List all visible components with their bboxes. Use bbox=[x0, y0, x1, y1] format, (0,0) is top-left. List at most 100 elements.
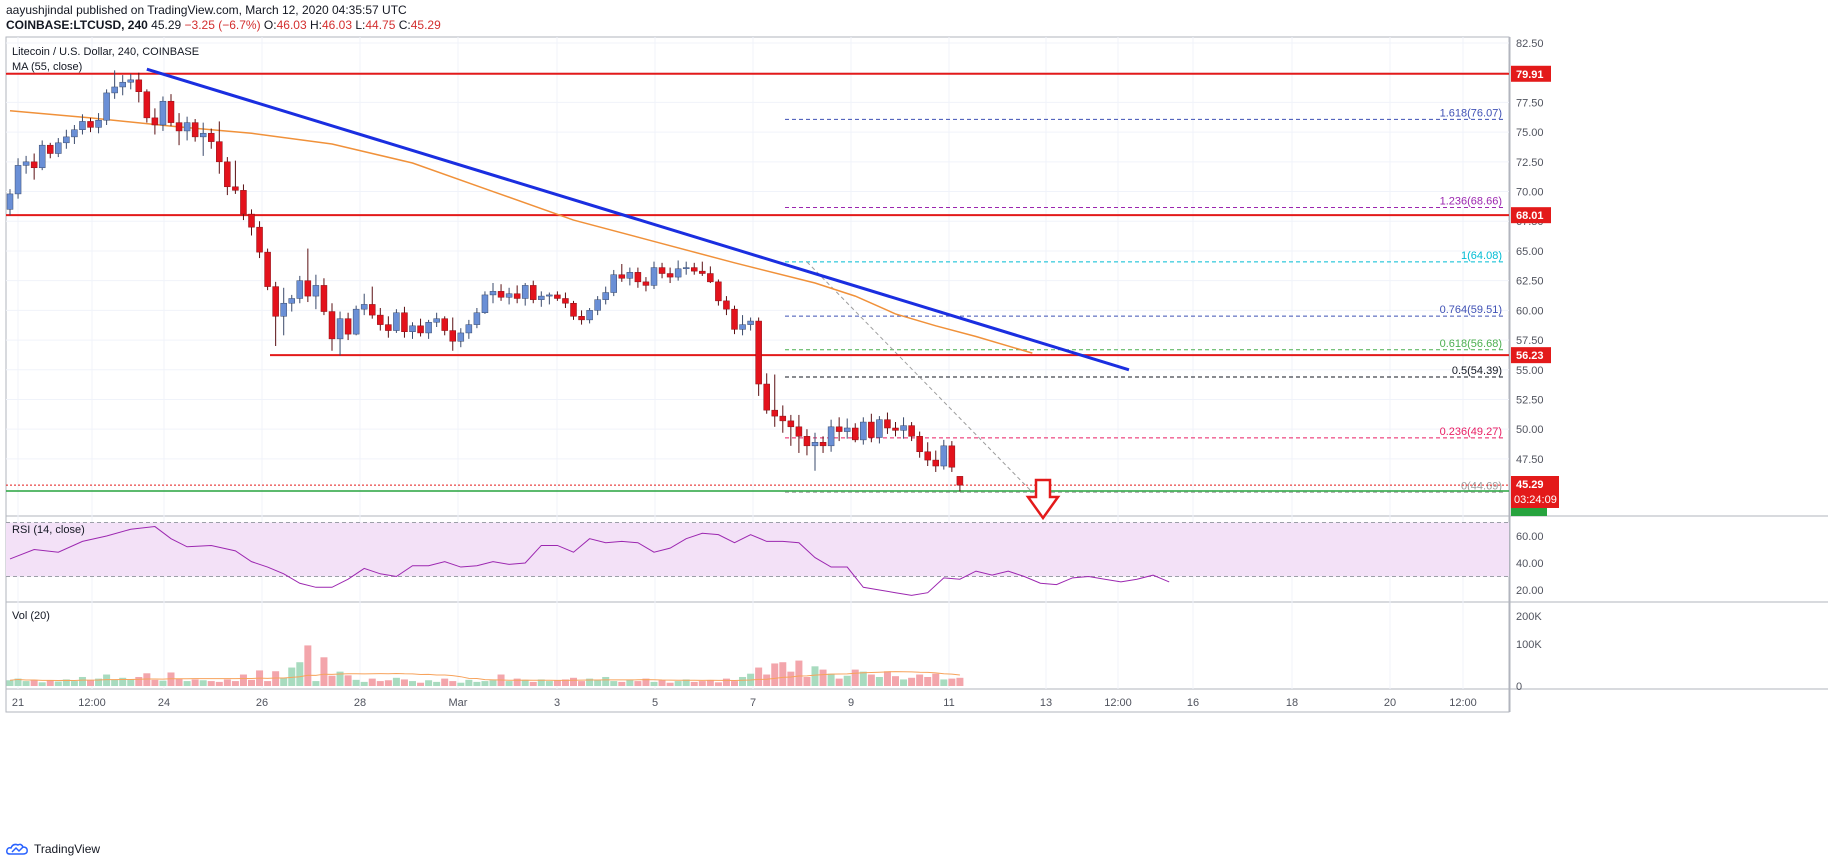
candle-body bbox=[811, 442, 819, 447]
candle-body bbox=[401, 312, 408, 332]
volume-bar bbox=[360, 681, 368, 686]
candle-body bbox=[731, 308, 738, 330]
price-tick-label: 50.00 bbox=[1516, 424, 1544, 436]
price-tick-label: 70.00 bbox=[1516, 187, 1544, 199]
volume-bar bbox=[924, 676, 932, 686]
volume-bar bbox=[231, 681, 239, 686]
candle-body bbox=[473, 312, 481, 325]
volume-bar bbox=[875, 676, 883, 686]
volume-bar bbox=[666, 682, 674, 686]
candle-body bbox=[674, 268, 682, 278]
ma-legend: MA (55, close) bbox=[12, 61, 82, 73]
candle-body bbox=[360, 304, 368, 310]
volume-bar bbox=[674, 681, 682, 686]
high-value: 46.03 bbox=[321, 18, 352, 32]
candle-body bbox=[336, 318, 344, 340]
low-badge bbox=[1511, 508, 1547, 516]
candle-body bbox=[183, 122, 191, 132]
volume-bar bbox=[6, 680, 14, 686]
volume-bar bbox=[739, 676, 747, 686]
price-badge-label: 79.91 bbox=[1516, 69, 1544, 81]
time-tick-label: Mar bbox=[449, 697, 468, 709]
volume-bar bbox=[473, 681, 481, 686]
volume-bar bbox=[465, 679, 473, 686]
volume-bar bbox=[409, 681, 416, 686]
candle-body bbox=[143, 91, 151, 119]
candle-body bbox=[691, 267, 698, 272]
price-tick-label: 52.50 bbox=[1516, 394, 1544, 406]
volume-bar bbox=[594, 680, 602, 686]
volume-bar bbox=[87, 680, 94, 686]
fib-level-label: 1(64.08) bbox=[1461, 250, 1502, 262]
candle-body bbox=[256, 226, 263, 253]
volume-bar bbox=[771, 663, 779, 686]
rsi-line bbox=[9, 526, 1170, 596]
candle-body bbox=[771, 409, 778, 417]
volume-bar bbox=[722, 678, 730, 686]
candle-body bbox=[71, 129, 78, 138]
author-name[interactable]: aayushjindal bbox=[6, 3, 73, 17]
candle-body bbox=[852, 427, 859, 441]
volume-bar bbox=[610, 681, 618, 686]
volume-bar bbox=[481, 681, 489, 686]
volume-bar bbox=[207, 681, 215, 686]
candle-body bbox=[489, 291, 497, 296]
candle-body bbox=[666, 273, 674, 278]
candle-body bbox=[216, 141, 223, 163]
volume-bar bbox=[304, 645, 312, 686]
candle-body bbox=[876, 419, 883, 438]
candle-body bbox=[328, 311, 336, 340]
rsi-tick-label: 40.00 bbox=[1516, 558, 1544, 570]
volume-bar bbox=[578, 681, 586, 686]
price-tick-label: 82.50 bbox=[1516, 38, 1544, 50]
candle-body bbox=[916, 436, 923, 453]
volume-bar bbox=[602, 676, 610, 686]
volume-bar bbox=[167, 672, 175, 686]
tradingview-logo[interactable]: TradingView bbox=[6, 842, 100, 856]
fib-level-label: 0.236(49.27) bbox=[1440, 426, 1502, 438]
volume-bar bbox=[650, 681, 658, 686]
volume-bar bbox=[441, 678, 449, 686]
candle-body bbox=[344, 318, 352, 335]
candle-body bbox=[22, 161, 30, 166]
down-arrow-icon bbox=[1025, 478, 1061, 521]
volume-bar bbox=[529, 681, 537, 686]
volume-bar bbox=[561, 679, 569, 686]
volume-bar bbox=[714, 682, 722, 686]
volume-bar bbox=[618, 681, 626, 686]
candle-body bbox=[272, 286, 279, 317]
candle-body bbox=[30, 161, 38, 169]
candle-body bbox=[288, 298, 295, 304]
volume-ma-line bbox=[9, 671, 960, 682]
volume-tick-label: 0 bbox=[1516, 681, 1522, 693]
candle-body bbox=[835, 426, 843, 432]
time-tick-label: 5 bbox=[652, 697, 658, 709]
candle-body bbox=[159, 100, 167, 126]
volume-bar bbox=[787, 671, 795, 686]
candle-body bbox=[763, 383, 770, 411]
time-tick-label: 26 bbox=[256, 697, 268, 709]
candle-body bbox=[417, 325, 424, 334]
candle-body bbox=[578, 316, 585, 321]
volume-bar bbox=[280, 677, 288, 686]
tradingview-cloud-icon bbox=[6, 843, 28, 855]
volume-bar bbox=[352, 679, 360, 686]
candle-body bbox=[151, 117, 159, 126]
price-tick-label: 77.50 bbox=[1516, 97, 1544, 109]
fib-level-label: 0(44.69) bbox=[1461, 480, 1502, 492]
last-price: 45.29 bbox=[151, 18, 182, 32]
candle-body bbox=[208, 133, 215, 142]
volume-bar bbox=[883, 671, 891, 686]
time-tick-label: 28 bbox=[354, 697, 366, 709]
candle-body bbox=[433, 318, 440, 323]
candle-body bbox=[570, 302, 577, 317]
time-tick-label: 21 bbox=[12, 697, 24, 709]
price-badge bbox=[1511, 347, 1551, 364]
candle-body bbox=[352, 308, 360, 335]
candle-body bbox=[755, 320, 762, 385]
volume-bar bbox=[78, 676, 86, 686]
volume-bar bbox=[384, 680, 392, 686]
rsi-legend: RSI (14, close) bbox=[12, 524, 85, 536]
candle-body bbox=[900, 425, 907, 431]
